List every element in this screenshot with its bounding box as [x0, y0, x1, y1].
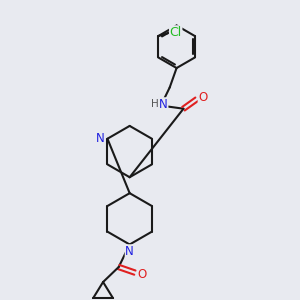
- Text: N: N: [96, 132, 105, 145]
- Text: Cl: Cl: [169, 26, 182, 39]
- Text: H: H: [151, 99, 159, 109]
- Text: N: N: [159, 98, 168, 111]
- Text: O: O: [137, 268, 146, 281]
- Text: N: N: [125, 245, 134, 258]
- Text: O: O: [198, 91, 208, 104]
